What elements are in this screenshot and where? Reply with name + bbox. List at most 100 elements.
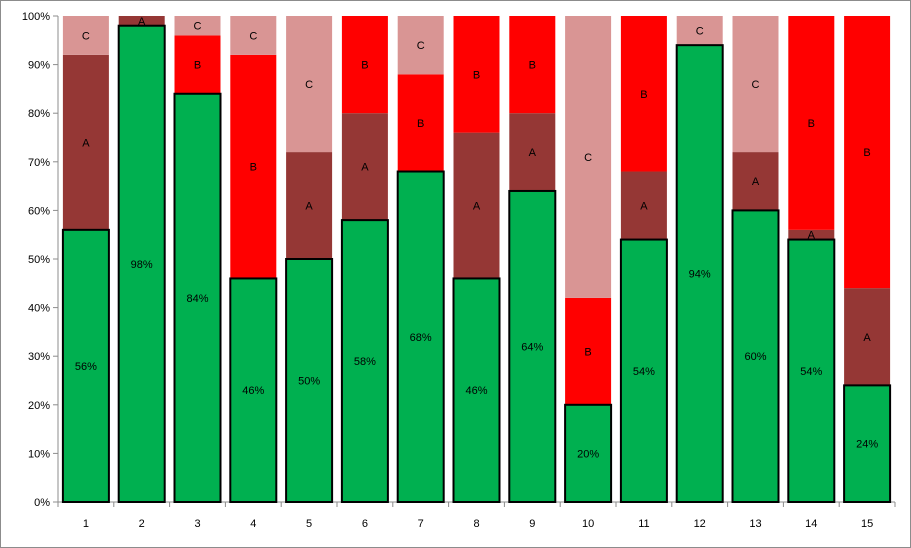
x-tick-label: 4 bbox=[250, 518, 256, 530]
bar-segment-c bbox=[565, 16, 612, 298]
y-tick-label: 0% bbox=[34, 497, 50, 509]
y-tick-label: 100% bbox=[22, 11, 50, 23]
x-tick-label: 2 bbox=[139, 518, 145, 530]
bar-segment-b bbox=[565, 297, 612, 405]
y-axis: 0% 10% 20% 30% 40% 50% 60% 70% 80% 90% 100% bbox=[22, 11, 59, 509]
bar-segment-a bbox=[732, 152, 779, 211]
bar-segment-label: B bbox=[863, 147, 870, 159]
bar-segment-b bbox=[788, 16, 835, 230]
bar-segment-label: 94% bbox=[689, 269, 711, 281]
bar-outline bbox=[229, 277, 278, 503]
bar-segment-b bbox=[509, 16, 556, 114]
bar-segment-b bbox=[453, 16, 500, 133]
bar-segment-a bbox=[788, 229, 835, 240]
bar-segment-b bbox=[844, 16, 891, 289]
y-tick-label: 20% bbox=[28, 400, 50, 412]
bar-segment-label: 98% bbox=[131, 259, 153, 271]
bar-segment-base bbox=[565, 404, 612, 502]
bar-segment-base bbox=[286, 259, 333, 502]
bar-segment-label: B bbox=[529, 60, 536, 72]
bar-segment-c bbox=[676, 16, 723, 46]
bar-outline bbox=[675, 44, 724, 503]
bar-segment-label: 68% bbox=[410, 332, 432, 344]
y-tick-label: 50% bbox=[28, 254, 50, 266]
x-tick-label: 8 bbox=[473, 518, 479, 530]
x-tick-label: 1 bbox=[83, 518, 89, 530]
x-tick-label: 10 bbox=[582, 518, 594, 530]
bar-segment-c bbox=[62, 16, 109, 55]
x-tick-label: 9 bbox=[529, 518, 535, 530]
bar-segment-label: C bbox=[249, 30, 257, 42]
bar-segment-label: 46% bbox=[242, 385, 264, 397]
bar-segment-base bbox=[676, 45, 723, 502]
x-axis: 1 2 3 4 5 6 7 8 9 10 11 12 13 14 15 bbox=[57, 501, 896, 530]
bar-segment-label: C bbox=[417, 40, 425, 52]
bar-segment-label: C bbox=[752, 79, 760, 91]
bar-segment-base bbox=[174, 93, 221, 502]
bar-segment-base bbox=[844, 385, 891, 502]
bar-segment-b bbox=[397, 74, 444, 172]
bar-segment-base bbox=[620, 239, 667, 502]
bar-segment-label: 84% bbox=[186, 293, 208, 305]
bar-segment-a bbox=[118, 16, 165, 26]
bar-outline bbox=[452, 277, 501, 503]
bar-segment-b bbox=[174, 35, 221, 94]
x-tick-label: 15 bbox=[861, 518, 873, 530]
bar-segment-base bbox=[509, 190, 556, 502]
bar-segment-label: B bbox=[250, 162, 257, 174]
bar-outline bbox=[340, 219, 389, 503]
bar-segment-label: B bbox=[473, 69, 480, 81]
bar-outline bbox=[787, 238, 836, 503]
bar-segment-label: 56% bbox=[75, 361, 97, 373]
bar-outline bbox=[285, 258, 334, 503]
y-tick-label: 70% bbox=[28, 157, 50, 169]
x-tick-label: 5 bbox=[306, 518, 312, 530]
bar-segment-label: B bbox=[584, 346, 591, 358]
bar-segment-base bbox=[453, 278, 500, 502]
y-tick-label: 30% bbox=[28, 351, 50, 363]
bar-segment-base bbox=[397, 171, 444, 502]
bar-segment-label: C bbox=[696, 26, 704, 38]
bar-segment-base bbox=[118, 25, 165, 502]
bar-segment-a bbox=[286, 152, 333, 259]
bar-segment-label: A bbox=[863, 332, 871, 344]
y-tick-label: 40% bbox=[28, 303, 50, 315]
bar-outline bbox=[619, 238, 668, 503]
bar-segment-label: C bbox=[305, 79, 313, 91]
bar-segment-c bbox=[286, 16, 333, 153]
bar-segment-label: 46% bbox=[465, 385, 487, 397]
bar-segment-a bbox=[844, 288, 891, 386]
x-tick-label: 7 bbox=[418, 518, 424, 530]
x-tick-label: 12 bbox=[694, 518, 706, 530]
bar-segment-label: B bbox=[808, 118, 815, 130]
bar-segment-a bbox=[509, 113, 556, 191]
bar-segment-c bbox=[174, 16, 221, 36]
bar-segment-label: 64% bbox=[521, 341, 543, 353]
bar-outline bbox=[508, 189, 557, 504]
bar-segment-label: A bbox=[82, 137, 90, 149]
bar-segment-label: 58% bbox=[354, 356, 376, 368]
bar-segment-a bbox=[341, 113, 388, 221]
x-tick-label: 11 bbox=[638, 518, 649, 530]
bar-segment-label: 60% bbox=[744, 351, 766, 363]
bar-segment-base bbox=[230, 278, 277, 502]
x-tick-label: 13 bbox=[749, 518, 761, 530]
bar-segment-label: C bbox=[584, 152, 592, 164]
bar-segment-label: A bbox=[752, 176, 760, 188]
bar-outline bbox=[843, 384, 892, 503]
bar-outline bbox=[173, 92, 222, 503]
bars: 56% A C 98% A 84% B C 46% B C 50% A C 58% A B 68% B C 46% A B 6… bbox=[61, 16, 892, 504]
y-tick-label: 80% bbox=[28, 108, 50, 120]
bar-segment-label: 50% bbox=[298, 376, 320, 388]
bar-segment-label: A bbox=[529, 147, 537, 159]
bar-outline bbox=[731, 209, 780, 503]
bar-segment-label: A bbox=[305, 201, 313, 213]
bar-segment-label: 20% bbox=[577, 448, 599, 460]
bar-outline bbox=[396, 170, 445, 504]
bar-segment-base bbox=[62, 229, 109, 502]
bar-segment-label: 54% bbox=[800, 366, 822, 378]
x-tick-label: 6 bbox=[362, 518, 368, 530]
bar-outline bbox=[564, 403, 613, 503]
